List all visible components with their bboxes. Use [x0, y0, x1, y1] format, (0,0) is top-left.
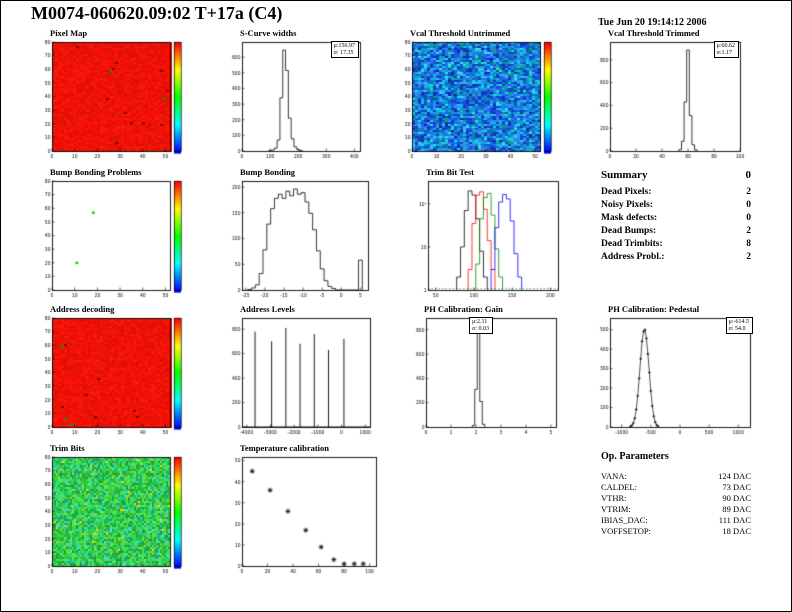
- temp-cal-scatter: [227, 453, 383, 577]
- stat-mu: μ:-614.5: [728, 319, 749, 325]
- op-parameter-value: 124 DAC: [718, 471, 751, 481]
- op-parameter-row: VANA: 124 DAC: [601, 471, 751, 482]
- stat-mu: μ:156.97: [333, 43, 355, 49]
- pixel-map-heatmap: [37, 38, 195, 162]
- op-parameter-value: 90 DAC: [722, 493, 751, 503]
- panel-ph-gain: PH Calibration: Gain μ:2.11 σ: 0.03: [411, 304, 563, 439]
- chart-title-scurve-widths: S-Curve widths: [240, 28, 297, 38]
- chart-title-bump-problems: Bump Bonding Problems: [50, 167, 142, 177]
- chart-title-trimbit-test: Trim Bit Test: [426, 167, 475, 177]
- stat-mu: μ:2.11: [472, 319, 488, 325]
- op-parameter-value: 111 DAC: [718, 515, 751, 525]
- panel-trimbit-test: Trim Bit Test: [413, 167, 565, 302]
- bump-bonding-histogram: [227, 177, 375, 301]
- summary-value: 8: [746, 239, 751, 249]
- op-parameters-title: Op. Parameters: [601, 451, 669, 462]
- addr-decoding-heatmap: [37, 314, 195, 438]
- summary-value: 0: [746, 200, 751, 210]
- summary-row: Dead Bumps: 2: [601, 225, 751, 238]
- chart-title-ph-pedestal: PH Calibration: Pedestal: [608, 304, 700, 314]
- panel-scurve-widths: S-Curve widths μ:156.97 σ: 17.35: [227, 28, 367, 163]
- op-parameter-row: VTHR: 90 DAC: [601, 493, 751, 504]
- stats-box-scurve: μ:156.97 σ: 17.35: [330, 41, 359, 58]
- ph-pedestal-histogram: [595, 314, 757, 438]
- page-title: M0074-060620.09:02 T+17a (C4): [31, 3, 283, 23]
- chart-title-ph-gain: PH Calibration: Gain: [424, 304, 503, 314]
- scurve-widths-histogram: [227, 38, 367, 162]
- vcal-trimmed-histogram: [595, 38, 747, 162]
- summary-label: Dead Bumps:: [601, 226, 657, 236]
- op-parameter-row: VOFFSETOP: 18 DAC: [601, 526, 751, 537]
- op-parameter-label: VANA:: [601, 471, 627, 481]
- panel-trim-bits: Trim Bits: [37, 443, 195, 578]
- summary-row: Mask defects: 0: [601, 212, 751, 225]
- chart-title-addr-levels: Address Levels: [240, 304, 295, 314]
- op-parameter-row: VTRIM: 89 DAC: [601, 504, 751, 515]
- panel-vcal-trimmed: Vcal Threshold Trimmed μ:60.62 σ:1.17: [595, 28, 747, 163]
- summary-label: Dead Pixels:: [601, 187, 652, 197]
- panel-ph-pedestal: PH Calibration: Pedestal μ:-614.5 σ: 54.…: [595, 304, 757, 439]
- summary-value: 2: [746, 252, 751, 262]
- panel-bump-problems: Bump Bonding Problems: [37, 167, 195, 302]
- summary-value: 2: [746, 187, 751, 197]
- stat-sigma: σ: 17.35: [333, 49, 354, 56]
- summary-row: Noisy Pixels: 0: [601, 199, 751, 212]
- op-parameter-label: IBIAS_DAC:: [601, 515, 648, 525]
- summary-label: Noisy Pixels:: [601, 200, 653, 210]
- timestamp: Tue Jun 20 19:14:12 2006: [598, 17, 707, 28]
- op-parameter-label: VOFFSETOP:: [601, 526, 651, 536]
- stats-box-vcal-trimmed: μ:60.62 σ:1.17: [713, 41, 739, 58]
- chart-title-temp-cal: Temperature calibration: [240, 443, 330, 453]
- stats-box-ph-gain: μ:2.11 σ: 0.03: [469, 317, 493, 334]
- op-parameters-list: VANA: 124 DAC CALDEL: 73 DAC VTHR: 90 DAC VTRI…: [601, 471, 751, 537]
- trim-bits-heatmap: [37, 453, 195, 577]
- op-parameter-value: 89 DAC: [722, 504, 751, 514]
- op-parameter-label: CALDEL:: [601, 482, 637, 492]
- op-parameter-label: VTHR:: [601, 493, 627, 503]
- summary-title: Summary: [601, 169, 648, 181]
- panel-pixel-map: Pixel Map: [37, 28, 195, 163]
- trimbit-test-multihist: [413, 177, 565, 301]
- bump-problems-heatmap: [37, 177, 195, 301]
- panel-addr-levels: Address Levels: [227, 304, 377, 439]
- op-parameter-row: IBIAS_DAC: 111 DAC: [601, 515, 751, 526]
- addr-levels-spectrum: [227, 314, 377, 438]
- panel-vcal-untrimmed: Vcal Threshold Untrimmed: [397, 28, 565, 163]
- chart-title-vcal-untrimmed: Vcal Threshold Untrimmed: [410, 28, 511, 38]
- stats-box-ph-pedestal: μ:-614.5 σ: 54.0: [725, 317, 753, 334]
- stat-mu: μ:60.62: [716, 43, 735, 49]
- op-parameter-row: CALDEL: 73 DAC: [601, 482, 751, 493]
- panel-temp-cal: Temperature calibration: [227, 443, 383, 578]
- vcal-untrimmed-heatmap: [397, 38, 565, 162]
- summary-label: Mask defects:: [601, 213, 658, 223]
- op-parameter-label: VTRIM:: [601, 504, 631, 514]
- summary-header-value: 0: [745, 169, 752, 181]
- chart-title-vcal-trimmed: Vcal Threshold Trimmed: [608, 28, 700, 38]
- chart-title-addr-decoding: Address decoding: [50, 304, 115, 314]
- chart-title-trim-bits: Trim Bits: [50, 443, 85, 453]
- summary-value: 2: [746, 226, 751, 236]
- summary-label: Dead Trimbits:: [601, 239, 663, 249]
- summary-value: 0: [746, 213, 751, 223]
- summary-list: Dead Pixels: 2 Noisy Pixels: 0 Mask defects:…: [601, 186, 751, 264]
- chart-title-pixel-map: Pixel Map: [50, 28, 88, 38]
- stat-sigma: σ: 54.0: [728, 325, 746, 332]
- summary-row: Address Probl.: 2: [601, 251, 751, 264]
- stat-sigma: σ: 0.03: [472, 325, 489, 332]
- op-parameter-value: 18 DAC: [722, 526, 751, 536]
- stat-sigma: σ:1.17: [716, 49, 733, 56]
- panel-addr-decoding: Address decoding: [37, 304, 195, 439]
- op-parameter-value: 73 DAC: [722, 482, 751, 492]
- panel-bump-bonding: Bump Bonding: [227, 167, 375, 302]
- panel-summary: Summary 0 Dead Pixels: 2 Noisy Pixels: 0 Mas…: [601, 169, 751, 294]
- summary-row: Dead Pixels: 2: [601, 186, 751, 199]
- ph-gain-histogram: [411, 314, 563, 438]
- summary-label: Address Probl.:: [601, 252, 665, 262]
- chart-title-bump-bonding: Bump Bonding: [240, 167, 296, 177]
- summary-row: Dead Trimbits: 8: [601, 238, 751, 251]
- panel-op-parameters: Op. Parameters VANA: 124 DAC CALDEL: 73 DAC…: [601, 451, 751, 561]
